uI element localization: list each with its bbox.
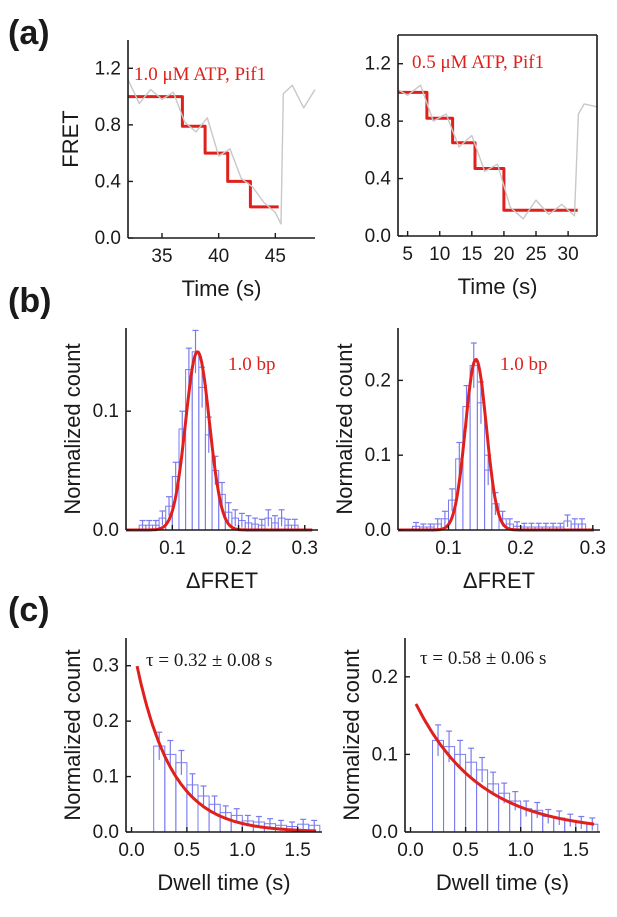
x-tick-label: 30	[558, 244, 579, 265]
y-tick-label: 0.2	[372, 667, 398, 688]
y-tick-label: 0.0	[365, 520, 391, 541]
chart-annotation: 1.0 μM ATP, Pif1	[134, 64, 266, 85]
x-axis-label: Time (s)	[182, 276, 262, 301]
exponential-fit-curve	[135, 665, 317, 833]
chart-a-right: 0.0 0.4 0.8 1.2 5 10 15 20 25 30 Time (s) 0.5 μM AT…	[365, 34, 598, 299]
y-tick-label: 0.0	[372, 822, 398, 843]
y-tick-label: 0.0	[93, 822, 119, 843]
x-tick-label: 0.0	[397, 840, 423, 861]
x-tick-label: 20	[493, 244, 514, 265]
x-tick-label: 0.3	[580, 538, 606, 559]
panel-label-b: (b)	[8, 282, 51, 320]
x-tick-label: 45	[265, 246, 286, 267]
x-tick-label: 5	[402, 244, 413, 265]
y-axis-label: Normalized count	[60, 343, 85, 514]
y-tick-label: 0.4	[365, 169, 392, 190]
y-tick-label: 1.2	[365, 54, 391, 75]
y-tick-label: 0.8	[95, 115, 121, 136]
x-axis-label: ΔFRET	[186, 568, 258, 593]
y-axis-label: FRET	[58, 110, 83, 167]
fret-step-fit-line	[128, 95, 279, 209]
exponential-fit-curve	[414, 703, 595, 826]
chart-b-left: 0.0 0.1 0.1 0.2 0.3 ΔFRET Normalized count 1.0 …	[60, 328, 318, 593]
y-tick-label: 0.1	[93, 401, 119, 422]
x-tick-label: 10	[429, 244, 450, 265]
x-tick-label: 0.0	[118, 840, 144, 861]
y-axis-label: Normalized count	[339, 649, 364, 820]
chart-annotation: 0.5 μM ATP, Pif1	[412, 52, 544, 73]
fret-raw-trace	[127, 79, 316, 225]
panel-label-a: (a)	[8, 14, 50, 52]
x-tick-label: 0.2	[507, 538, 533, 559]
x-axis-label: Time (s)	[458, 274, 538, 299]
x-tick-label: 0.3	[292, 538, 318, 559]
y-tick-label: 0.0	[365, 226, 391, 247]
fret-step-fit-line	[398, 90, 578, 212]
y-tick-label: 1.2	[95, 58, 121, 79]
fret-raw-trace	[397, 84, 598, 220]
chart-c-right: 0.0 0.1 0.2 0.0 0.5 1.0 1.5 Dwell time (s) Norma…	[339, 638, 600, 895]
y-tick-label: 0.2	[93, 711, 119, 732]
x-tick-label: 1.5	[284, 840, 310, 861]
y-tick-label: 0.0	[95, 228, 121, 249]
y-tick-label: 0.1	[365, 445, 391, 466]
x-tick-label: 1.5	[563, 840, 589, 861]
x-tick-label: 40	[208, 246, 229, 267]
chart-annotation: 1.0 bp	[228, 354, 276, 375]
x-axis-label: ΔFRET	[463, 568, 535, 593]
histogram-bar	[469, 364, 478, 531]
y-tick-label: 0.1	[372, 744, 398, 765]
chart-annotation: 1.0 bp	[500, 354, 548, 375]
chart-annotation: τ = 0.32 ± 0.08 s	[146, 650, 272, 671]
gaussian-fit-curve	[398, 357, 594, 532]
x-tick-label: 0.1	[435, 538, 461, 559]
x-axis-label: Dwell time (s)	[436, 870, 569, 895]
x-tick-label: 0.5	[452, 840, 478, 861]
y-tick-label: 0.2	[365, 370, 391, 391]
histogram-bar	[198, 386, 206, 531]
y-tick-label: 0.1	[93, 767, 119, 788]
x-tick-label: 35	[151, 246, 172, 267]
x-axis-label: Dwell time (s)	[157, 870, 290, 895]
y-tick-label: 0.4	[95, 171, 122, 192]
x-tick-label: 1.0	[229, 840, 255, 861]
histogram-bar	[191, 351, 200, 531]
x-tick-label: 0.5	[174, 840, 200, 861]
y-tick-label: 0.0	[93, 520, 119, 541]
y-tick-label: 0.8	[365, 111, 391, 132]
x-tick-label: 1.0	[507, 840, 533, 861]
y-axis-label: Normalized count	[60, 649, 85, 820]
y-tick-label: 0.3	[93, 656, 119, 677]
panel-label-c: (c)	[8, 591, 50, 629]
chart-c-left: 0.0 0.1 0.2 0.3 0.0 0.5 1.0 1.5 Dwell time (s) No…	[60, 638, 322, 895]
chart-annotation: τ = 0.58 ± 0.06 s	[420, 648, 546, 669]
x-tick-label: 25	[525, 244, 546, 265]
x-tick-label: 0.1	[159, 538, 185, 559]
y-axis-label: Normalized count	[332, 343, 357, 514]
x-tick-label: 15	[461, 244, 482, 265]
x-tick-label: 0.2	[225, 538, 251, 559]
chart-b-right: 0.0 0.1 0.2 0.1 0.2 0.3 ΔFRET Normalized count 1…	[332, 328, 606, 593]
